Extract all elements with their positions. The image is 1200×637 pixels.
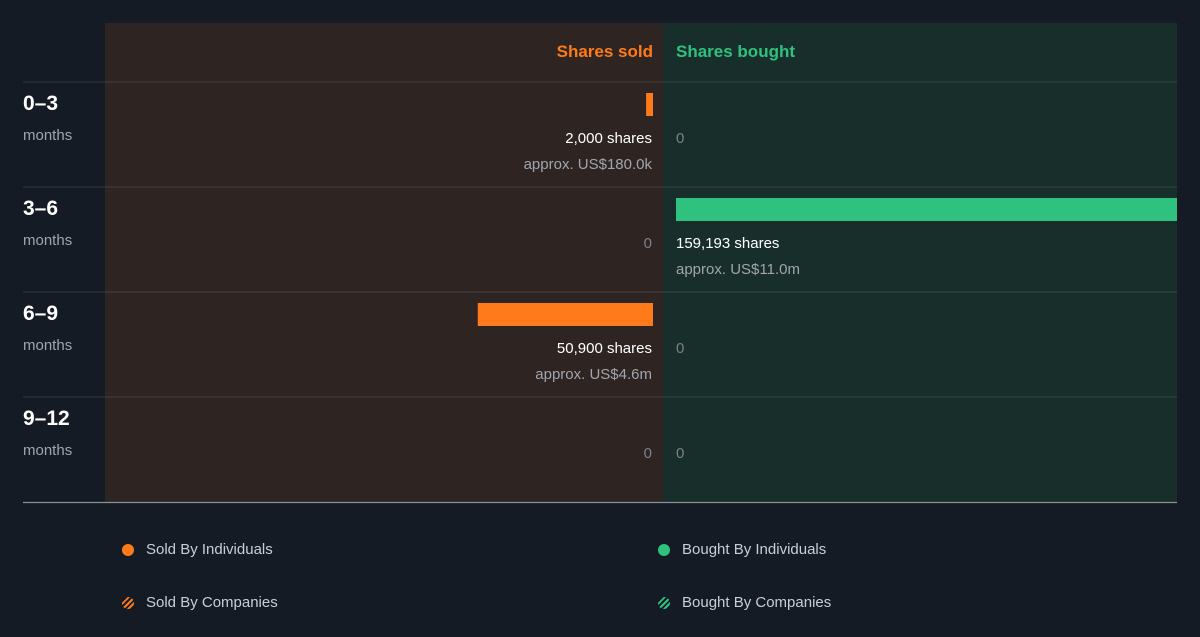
sold-zero-label: 0 bbox=[644, 235, 652, 252]
period-unit-label: months bbox=[23, 232, 72, 249]
sold-shares-label: 50,900 shares bbox=[557, 340, 652, 357]
legend-label: Bought By Companies bbox=[682, 594, 832, 611]
sold-panel bbox=[105, 23, 663, 502]
legend-label: Bought By Individuals bbox=[682, 541, 827, 558]
bought-individuals-dot-icon bbox=[658, 543, 670, 556]
sold-value-label: approx. US$180.0k bbox=[524, 156, 653, 173]
bought-column-header: Shares bought bbox=[676, 42, 795, 61]
period-label: 0–3 bbox=[23, 92, 58, 115]
bought-zero-label: 0 bbox=[676, 340, 684, 357]
bought-shares-label: 159,193 shares bbox=[676, 235, 779, 252]
bought-zero-label: 0 bbox=[676, 130, 684, 147]
bought-zero-label: 0 bbox=[676, 445, 684, 462]
bought-companies-hatched-dot-icon bbox=[658, 596, 670, 609]
sold-companies-hatched-dot-icon bbox=[122, 596, 134, 609]
legend-sold-individuals: Sold By Individuals bbox=[122, 541, 273, 558]
legend-label: Sold By Companies bbox=[146, 594, 278, 611]
period-label: 6–9 bbox=[23, 302, 58, 325]
legend-sold-companies: Sold By Companies bbox=[122, 594, 278, 611]
sold-column-header: Shares sold bbox=[557, 42, 653, 61]
bought-value-label: approx. US$11.0m bbox=[676, 261, 800, 278]
sold-value-label: approx. US$4.6m bbox=[535, 366, 652, 383]
legend-bought-companies: Bought By Companies bbox=[658, 594, 831, 611]
sold-shares-label: 2,000 shares bbox=[565, 130, 652, 147]
period-label: 9–12 bbox=[23, 407, 70, 430]
sold-bar bbox=[477, 303, 653, 326]
sold-bar bbox=[646, 93, 653, 116]
period-unit-label: months bbox=[23, 337, 72, 354]
sold-zero-label: 0 bbox=[644, 445, 652, 462]
legend-bought-individuals: Bought By Individuals bbox=[658, 541, 826, 558]
bought-bar bbox=[676, 198, 1177, 221]
legend-label: Sold By Individuals bbox=[146, 541, 273, 558]
bought-panel bbox=[663, 23, 1177, 502]
period-unit-label: months bbox=[23, 442, 72, 459]
sold-individuals-dot-icon bbox=[122, 543, 134, 556]
period-label: 3–6 bbox=[23, 197, 58, 220]
period-unit-label: months bbox=[23, 127, 72, 144]
